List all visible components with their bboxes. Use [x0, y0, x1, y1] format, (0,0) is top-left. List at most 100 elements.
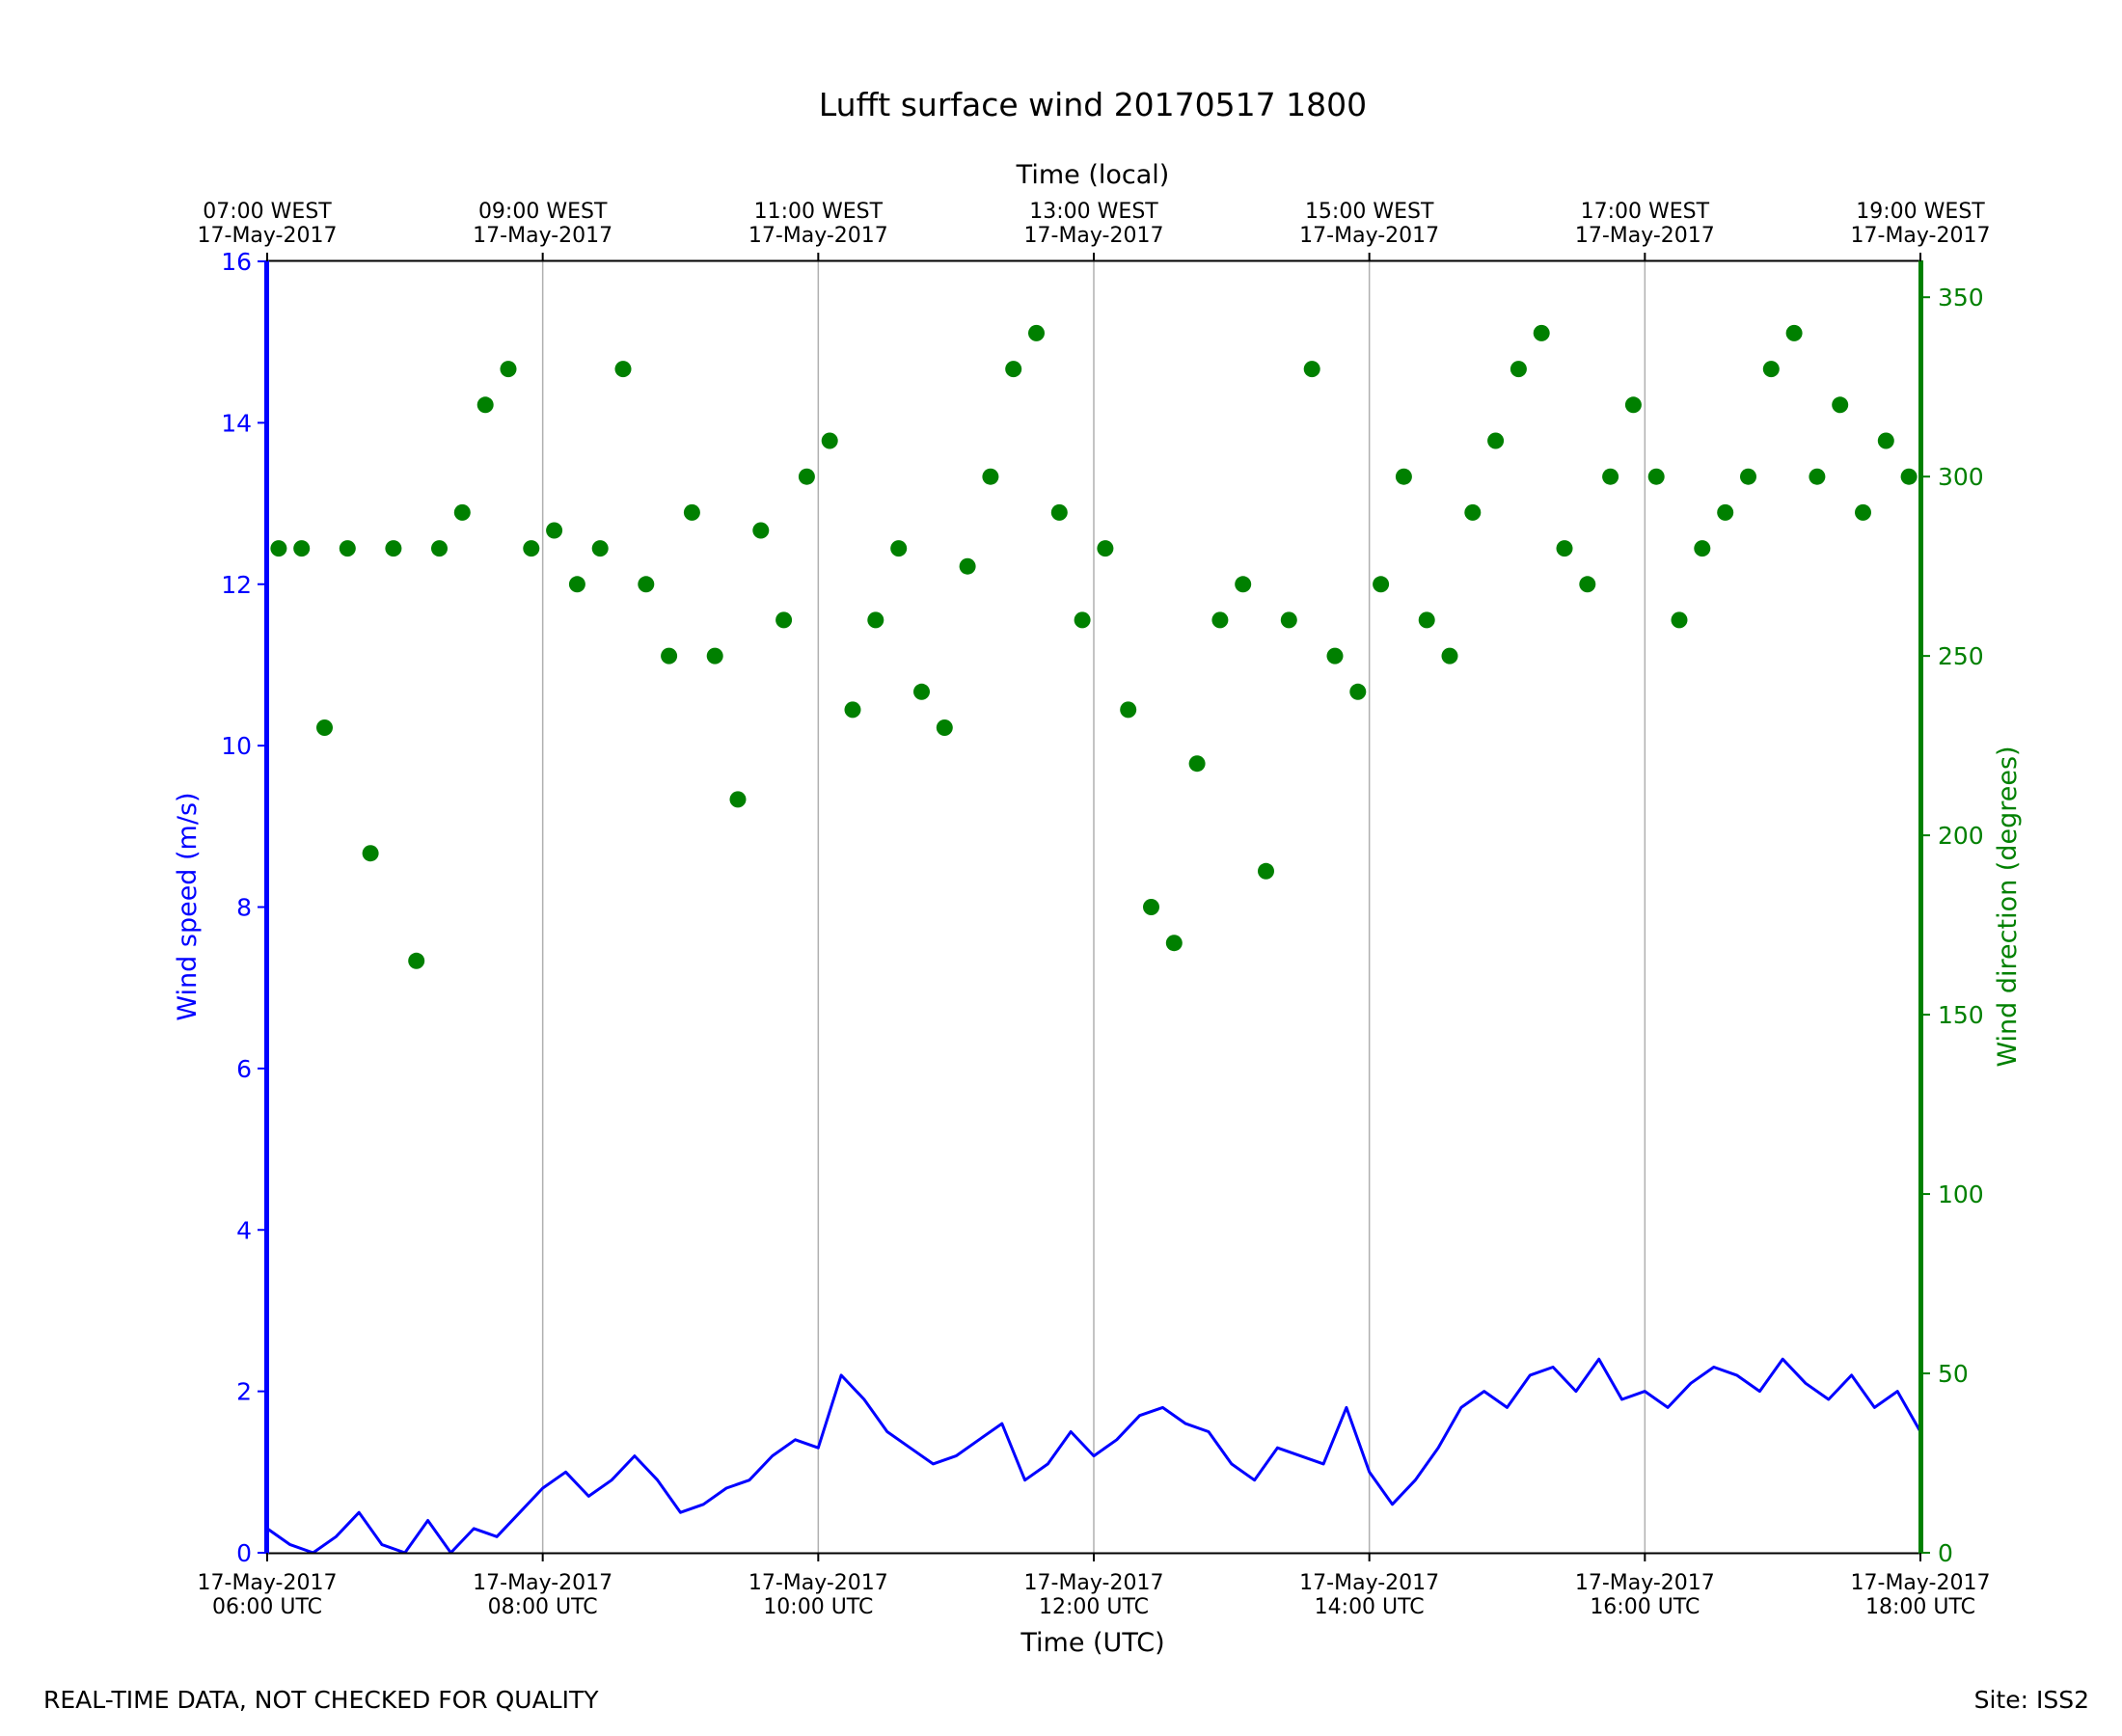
wind-speed-series	[266, 1357, 1922, 1555]
wind-direction-point	[1303, 361, 1320, 378]
bottom-tick-date: 17-May-2017	[1299, 1571, 1439, 1595]
bottom-tick-date: 17-May-2017	[1575, 1571, 1715, 1595]
top-tick-date: 17-May-2017	[748, 224, 888, 248]
top-tick-time: 17:00 WEST	[1581, 200, 1710, 224]
wind-speed-line	[266, 1357, 1922, 1555]
wind-direction-point	[453, 503, 471, 521]
wind-direction-point	[1395, 468, 1412, 485]
bottom-tick-date: 17-May-2017	[1024, 1571, 1164, 1595]
wind-direction-point	[1258, 862, 1274, 880]
left-axis-ticks: 0 2 4 6 8 10 12 14 16	[221, 248, 267, 1567]
wind-direction-point	[959, 557, 976, 575]
wind-direction-point	[798, 468, 815, 485]
wind-direction-point	[316, 719, 333, 736]
wind-direction-point	[1165, 935, 1183, 952]
left-tick-label: 8	[236, 894, 252, 922]
top-tick-time: 11:00 WEST	[754, 200, 884, 224]
right-tick-label: 50	[1938, 1360, 1969, 1388]
wind-direction-point	[1487, 432, 1505, 449]
wind-direction-point	[1280, 611, 1297, 629]
bottom-tick-date: 17-May-2017	[473, 1571, 612, 1595]
bottom-axis-label: Time (UTC)	[1020, 1628, 1164, 1658]
left-tick-label: 2	[236, 1378, 252, 1406]
left-axis-label: Wind speed (m/s)	[173, 792, 203, 1020]
right-tick-label: 250	[1938, 642, 1984, 670]
wind-direction-point	[546, 522, 563, 539]
wind-direction-point	[867, 611, 884, 629]
top-tick-date: 17-May-2017	[1024, 224, 1164, 248]
wind-direction-point	[1211, 611, 1229, 629]
wind-direction-point	[270, 540, 287, 557]
wind-direction-point	[729, 791, 747, 808]
top-tick-date: 17-May-2017	[1299, 224, 1439, 248]
top-tick-date: 17-May-2017	[473, 224, 612, 248]
wind-direction-point	[1602, 468, 1619, 485]
wind-direction-point	[408, 952, 425, 969]
wind-direction-point	[1900, 468, 1918, 485]
right-axis-label: Wind direction (degrees)	[1993, 746, 2023, 1067]
top-tick-date: 17-May-2017	[1575, 224, 1715, 248]
wind-direction-point	[1579, 576, 1596, 593]
left-tick-label: 4	[236, 1216, 252, 1244]
wind-direction-point	[568, 576, 585, 593]
wind-direction-point	[1533, 324, 1550, 341]
wind-direction-point	[1855, 503, 1871, 521]
wind-direction-point	[844, 701, 861, 719]
wind-direction-point	[1373, 576, 1390, 593]
wind-direction-point	[775, 611, 793, 629]
top-tick-time: 07:00 WEST	[203, 200, 332, 224]
wind-direction-point	[476, 396, 494, 414]
wind-direction-point	[1418, 611, 1435, 629]
right-tick-label: 0	[1938, 1539, 1953, 1567]
wind-direction-point	[1556, 540, 1573, 557]
chart-title: Lufft surface wind 20170517 1800	[819, 86, 1367, 123]
wind-direction-point	[638, 576, 655, 593]
top-tick-time: 15:00 WEST	[1305, 200, 1434, 224]
right-axis-ticks: 0 50 100 150 200 250 300 350	[1920, 284, 1984, 1567]
wind-direction-point	[1050, 503, 1068, 521]
left-tick-label: 10	[221, 732, 252, 760]
top-tick-date: 17-May-2017	[1851, 224, 1991, 248]
wind-direction-point	[1188, 755, 1206, 773]
wind-direction-point	[706, 647, 723, 665]
wind-direction-point	[591, 540, 609, 557]
left-tick-label: 14	[221, 409, 252, 437]
wind-direction-point	[614, 361, 632, 378]
top-tick-date: 17-May-2017	[198, 224, 338, 248]
wind-direction-point	[1143, 899, 1159, 915]
wind-direction-point	[339, 540, 356, 557]
bottom-tick-date: 17-May-2017	[748, 1571, 888, 1595]
bottom-tick-time: 18:00 UTC	[1865, 1595, 1975, 1619]
wind-direction-point	[1785, 324, 1803, 341]
wind-direction-point	[1671, 611, 1688, 629]
wind-direction-point	[936, 719, 953, 736]
bottom-tick-date: 17-May-2017	[198, 1571, 338, 1595]
left-tick-label: 0	[236, 1539, 252, 1567]
wind-direction-point	[1028, 324, 1045, 341]
wind-direction-point	[1005, 361, 1022, 378]
wind-direction-point	[1326, 647, 1344, 665]
site-label: Site: ISS2	[1973, 1686, 2089, 1714]
bottom-tick-time: 12:00 UTC	[1039, 1595, 1149, 1619]
wind-direction-point	[890, 540, 908, 557]
bottom-tick-time: 06:00 UTC	[212, 1595, 322, 1619]
wind-direction-point	[1809, 468, 1826, 485]
bottom-tick-time: 08:00 UTC	[488, 1595, 598, 1619]
wind-direction-point	[1832, 396, 1849, 414]
left-tick-label: 16	[221, 248, 252, 276]
left-tick-label: 12	[221, 571, 252, 599]
left-tick-label: 6	[236, 1055, 252, 1083]
wind-direction-point	[431, 540, 448, 557]
wind-direction-point	[362, 845, 379, 862]
top-tick-time: 09:00 WEST	[478, 200, 608, 224]
wind-direction-point	[1510, 361, 1527, 378]
wind-direction-point	[1694, 540, 1711, 557]
right-tick-label: 300	[1938, 463, 1984, 491]
wind-direction-point	[523, 540, 540, 557]
wind-direction-point	[1235, 576, 1252, 593]
top-tick-time: 13:00 WEST	[1029, 200, 1158, 224]
wind-direction-point	[752, 522, 770, 539]
wind-direction-point	[1717, 503, 1734, 521]
bottom-tick-time: 10:00 UTC	[763, 1595, 873, 1619]
